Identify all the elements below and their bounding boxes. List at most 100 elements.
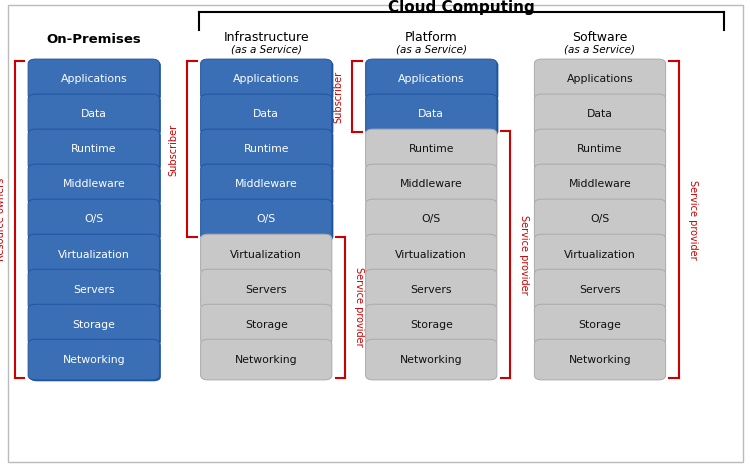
Text: Cloud Computing: Cloud Computing	[388, 0, 535, 14]
FancyBboxPatch shape	[28, 304, 159, 345]
Text: Virtualization: Virtualization	[58, 249, 130, 260]
Text: Storage: Storage	[72, 319, 116, 330]
Text: Virtualization: Virtualization	[564, 249, 636, 260]
Text: Virtualization: Virtualization	[395, 249, 467, 260]
FancyBboxPatch shape	[28, 129, 159, 170]
FancyBboxPatch shape	[200, 59, 332, 99]
FancyBboxPatch shape	[200, 129, 332, 170]
Text: Service provider: Service provider	[519, 215, 529, 294]
FancyBboxPatch shape	[367, 96, 498, 136]
FancyBboxPatch shape	[365, 269, 496, 310]
FancyBboxPatch shape	[534, 199, 666, 240]
Text: Networking: Networking	[62, 354, 125, 365]
FancyBboxPatch shape	[200, 340, 332, 380]
FancyBboxPatch shape	[367, 61, 498, 101]
FancyBboxPatch shape	[28, 59, 159, 99]
Text: Service provider: Service provider	[688, 180, 698, 259]
FancyBboxPatch shape	[202, 61, 333, 101]
FancyBboxPatch shape	[534, 59, 666, 99]
FancyBboxPatch shape	[30, 236, 160, 276]
FancyBboxPatch shape	[365, 340, 496, 380]
Text: Applications: Applications	[567, 74, 633, 85]
FancyBboxPatch shape	[365, 59, 496, 99]
Text: Networking: Networking	[235, 354, 298, 365]
Text: Virtualization: Virtualization	[230, 249, 302, 260]
Text: Runtime: Runtime	[71, 144, 116, 155]
FancyBboxPatch shape	[534, 234, 666, 275]
Text: O/S: O/S	[422, 214, 441, 225]
FancyBboxPatch shape	[30, 341, 160, 382]
Text: Subscriber: Subscriber	[169, 123, 178, 176]
FancyBboxPatch shape	[30, 166, 160, 206]
Text: Data: Data	[81, 109, 106, 120]
Text: Applications: Applications	[233, 74, 299, 85]
FancyBboxPatch shape	[365, 234, 496, 275]
FancyBboxPatch shape	[30, 131, 160, 171]
Text: Storage: Storage	[244, 319, 288, 330]
FancyBboxPatch shape	[365, 199, 496, 240]
FancyBboxPatch shape	[28, 269, 159, 310]
Text: Servers: Servers	[579, 284, 621, 295]
Text: Middleware: Middleware	[62, 179, 125, 190]
FancyBboxPatch shape	[28, 199, 159, 240]
Text: Networking: Networking	[400, 354, 463, 365]
FancyBboxPatch shape	[534, 164, 666, 205]
Text: Servers: Servers	[410, 284, 452, 295]
Text: O/S: O/S	[84, 214, 104, 225]
FancyBboxPatch shape	[28, 234, 159, 275]
Text: Middleware: Middleware	[235, 179, 298, 190]
FancyBboxPatch shape	[365, 304, 496, 345]
FancyBboxPatch shape	[200, 304, 332, 345]
FancyBboxPatch shape	[30, 96, 160, 136]
Text: Applications: Applications	[61, 74, 127, 85]
FancyBboxPatch shape	[200, 269, 332, 310]
Text: O/S: O/S	[590, 214, 610, 225]
FancyBboxPatch shape	[534, 304, 666, 345]
Text: O/S: O/S	[256, 214, 276, 225]
Text: (as a Service): (as a Service)	[231, 44, 302, 54]
FancyBboxPatch shape	[200, 199, 332, 240]
FancyBboxPatch shape	[202, 96, 333, 136]
Text: Middleware: Middleware	[568, 179, 632, 190]
FancyBboxPatch shape	[28, 164, 159, 205]
Text: Applications: Applications	[398, 74, 464, 85]
Text: Platform: Platform	[405, 31, 457, 44]
FancyBboxPatch shape	[365, 129, 496, 170]
Text: Data: Data	[587, 109, 613, 120]
FancyBboxPatch shape	[30, 201, 160, 241]
FancyBboxPatch shape	[200, 94, 332, 134]
Text: Networking: Networking	[568, 354, 632, 365]
Text: Subscriber: Subscriber	[334, 71, 344, 123]
Text: Storage: Storage	[578, 319, 622, 330]
FancyBboxPatch shape	[30, 271, 160, 311]
FancyBboxPatch shape	[365, 94, 496, 134]
Text: Runtime: Runtime	[244, 144, 289, 155]
Text: Storage: Storage	[410, 319, 453, 330]
Text: Resource owners: Resource owners	[0, 178, 6, 261]
FancyBboxPatch shape	[30, 306, 160, 347]
FancyBboxPatch shape	[202, 166, 333, 206]
FancyBboxPatch shape	[534, 94, 666, 134]
Text: On-Premises: On-Premises	[46, 33, 141, 46]
Text: Runtime: Runtime	[409, 144, 454, 155]
Text: (as a Service): (as a Service)	[396, 44, 466, 54]
Text: Servers: Servers	[73, 284, 115, 295]
FancyBboxPatch shape	[534, 129, 666, 170]
Text: Data: Data	[419, 109, 444, 120]
FancyBboxPatch shape	[365, 164, 496, 205]
Text: Data: Data	[254, 109, 279, 120]
Text: Servers: Servers	[245, 284, 287, 295]
Text: Infrastructure: Infrastructure	[224, 31, 309, 44]
FancyBboxPatch shape	[534, 269, 666, 310]
Text: Software: Software	[572, 31, 628, 44]
FancyBboxPatch shape	[200, 164, 332, 205]
FancyBboxPatch shape	[28, 340, 159, 380]
FancyBboxPatch shape	[200, 234, 332, 275]
Text: (as a Service): (as a Service)	[565, 44, 635, 54]
Text: Middleware: Middleware	[400, 179, 463, 190]
FancyBboxPatch shape	[534, 340, 666, 380]
FancyBboxPatch shape	[30, 61, 160, 101]
FancyBboxPatch shape	[202, 201, 333, 241]
FancyBboxPatch shape	[28, 94, 159, 134]
FancyBboxPatch shape	[202, 131, 333, 171]
